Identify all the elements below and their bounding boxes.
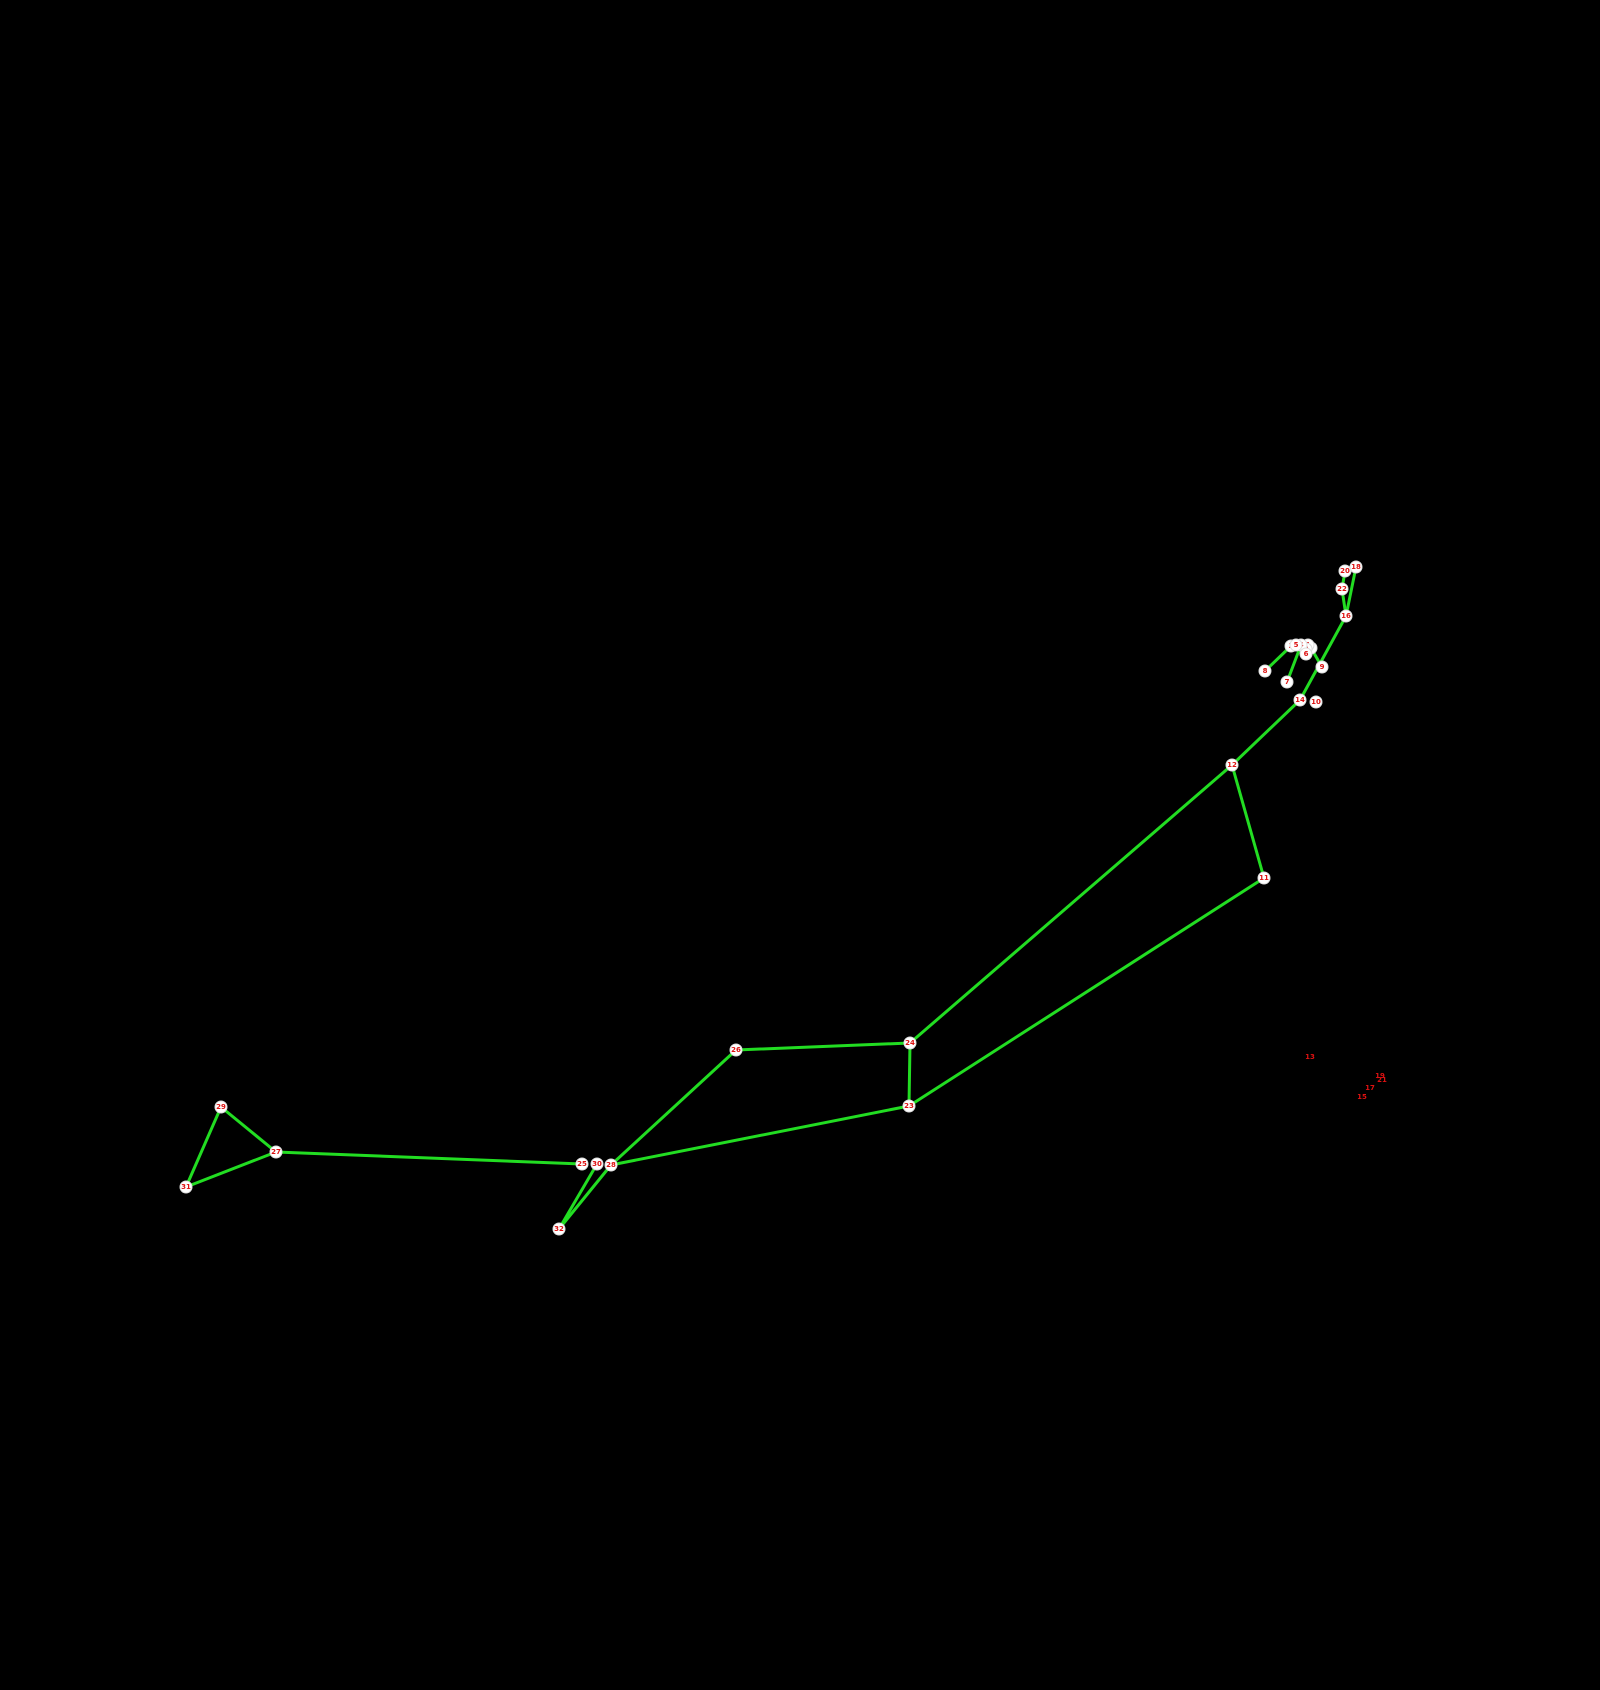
edge-14-12 [1230, 698, 1302, 767]
keypoint-dot-9 [1315, 660, 1329, 674]
edge-27-29 [219, 1105, 278, 1154]
edge-layer [184, 565, 1358, 1231]
keypoint-label-6: 6 [1304, 650, 1309, 658]
keypoint-label-27: 27 [271, 1148, 281, 1156]
keypoint-label-24: 24 [905, 1039, 915, 1047]
keypoint-27: 27 [269, 1145, 283, 1159]
keypoint-20: 20 [1338, 564, 1352, 578]
keypoint-label-29: 29 [216, 1103, 226, 1111]
keypoint-label-20: 20 [1340, 567, 1350, 575]
keypoint-dot-28 [604, 1158, 618, 1172]
edge-24-26 [734, 1041, 912, 1052]
keypoint-label-8: 8 [1263, 667, 1268, 675]
keypoint-label-13: 13 [1305, 1053, 1315, 1061]
keypoint-30: 30 [590, 1157, 604, 1171]
keypoint-label-22: 22 [1337, 585, 1347, 593]
keypoint-label-5: 5 [1294, 641, 1299, 649]
keypoint-25: 25 [575, 1157, 589, 1171]
keypoint-label-9: 9 [1320, 663, 1325, 671]
edge-12-11 [1230, 763, 1266, 880]
keypoint-dot-5 [1289, 638, 1303, 652]
keypoint-10: 10 [1309, 695, 1323, 709]
keypoint-dot-14 [1293, 693, 1307, 707]
keypoint-label-12: 12 [1227, 761, 1237, 769]
keypoint-label-32: 32 [554, 1225, 564, 1233]
keypoint-8: 8 [1258, 664, 1272, 678]
keypoint-18: 18 [1349, 560, 1363, 574]
keypoint-label-26: 26 [731, 1046, 741, 1054]
keypoint-label-23: 23 [904, 1102, 914, 1110]
keypoint-dot-24 [903, 1036, 917, 1050]
keypoint-label-16: 16 [1341, 612, 1351, 620]
keypoint-32: 32 [552, 1222, 566, 1236]
keypoint-dot-30 [590, 1157, 604, 1171]
keypoint-14: 14 [1293, 693, 1307, 707]
keypoint-label-28: 28 [606, 1161, 616, 1169]
keypoint-dot-22 [1335, 582, 1349, 596]
keypoint-label-21: 21 [1377, 1076, 1387, 1084]
keypoint-label-11: 11 [1259, 874, 1269, 882]
keypoint-11: 11 [1257, 871, 1271, 885]
keypoint-label-18: 18 [1351, 563, 1361, 571]
keypoint-26: 26 [729, 1043, 743, 1057]
keypoint-6: 6 [1299, 647, 1313, 661]
edge-25-27 [274, 1150, 584, 1166]
keypoint-label-31: 31 [181, 1183, 191, 1191]
keypoint-label-25: 25 [577, 1160, 587, 1168]
keypoint-19: 19 [1375, 1072, 1385, 1080]
keypoint-7: 7 [1280, 675, 1294, 689]
keypoint-dot-27 [269, 1145, 283, 1159]
keypoint-dot-20 [1338, 564, 1352, 578]
keypoint-15: 15 [1357, 1093, 1367, 1101]
keypoint-dot-25 [575, 1157, 589, 1171]
keypoint-label-15: 15 [1357, 1093, 1367, 1101]
keypoint-24: 24 [903, 1036, 917, 1050]
keypoint-5: 5 [1289, 638, 1303, 652]
node-layer: 0123456789101112141618202223242526272829… [179, 560, 1387, 1236]
edge-11-23 [907, 876, 1266, 1108]
edge-12-24 [908, 763, 1234, 1045]
edge-26-28 [609, 1048, 738, 1167]
edge-18-16 [1344, 565, 1358, 618]
edge-4-7 [1285, 643, 1303, 684]
edge-24-23 [907, 1041, 912, 1108]
keypoint-31: 31 [179, 1180, 193, 1194]
keypoint-22: 22 [1335, 582, 1349, 596]
keypoint-dot-23 [902, 1099, 916, 1113]
keypoint-16: 16 [1339, 609, 1353, 623]
edge-27-31 [184, 1150, 278, 1189]
keypoint-label-30: 30 [592, 1160, 602, 1168]
keypoint-label-7: 7 [1285, 678, 1290, 686]
keypoint-dot-29 [214, 1100, 228, 1114]
keypoint-dot-6 [1299, 647, 1313, 661]
keypoint-12: 12 [1225, 758, 1239, 772]
keypoint-29: 29 [214, 1100, 228, 1114]
keypoint-dot-10 [1309, 695, 1323, 709]
keypoint-label-17: 17 [1365, 1084, 1375, 1092]
keypoint-23: 23 [902, 1099, 916, 1113]
keypoint-13: 13 [1305, 1053, 1315, 1061]
edge-28-32 [557, 1163, 613, 1231]
keypoint-label-14: 14 [1295, 696, 1305, 704]
keypoint-21: 21 [1377, 1076, 1387, 1084]
keypoint-dot-26 [729, 1043, 743, 1057]
edge-30-32 [557, 1162, 599, 1231]
keypoint-dot-16 [1339, 609, 1353, 623]
keypoint-dot-31 [179, 1180, 193, 1194]
edge-29-31 [184, 1105, 223, 1189]
keypoint-17: 17 [1365, 1084, 1375, 1092]
edge-23-28 [609, 1104, 911, 1167]
keypoint-28: 28 [604, 1158, 618, 1172]
keypoint-dot-12 [1225, 758, 1239, 772]
keypoint-label-19: 19 [1375, 1072, 1385, 1080]
keypoint-9: 9 [1315, 660, 1329, 674]
keypoint-dot-11 [1257, 871, 1271, 885]
keypoint-dot-32 [552, 1222, 566, 1236]
edge-16-14 [1298, 614, 1348, 702]
keypoint-label-10: 10 [1311, 698, 1321, 706]
keypoint-dot-7 [1280, 675, 1294, 689]
keypoint-dot-8 [1258, 664, 1272, 678]
